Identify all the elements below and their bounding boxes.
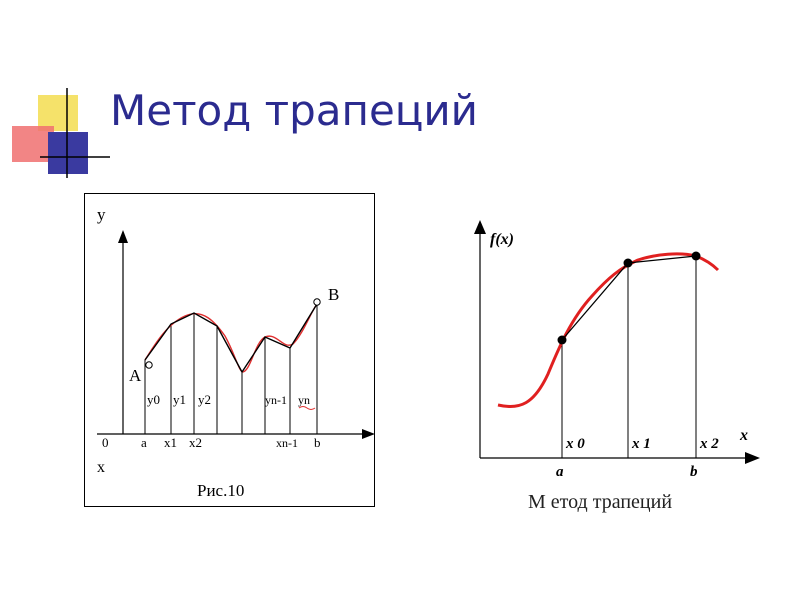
left-y-label-1: y1 xyxy=(173,392,186,407)
left-x-tick-xn1: xn-1 xyxy=(276,436,298,450)
left-figure: y x 0 A B y0 y1 y2 yn-1 yn a x1 x2 xn-1 … xyxy=(84,193,375,507)
left-point-a xyxy=(145,361,153,369)
left-point-b xyxy=(313,298,321,306)
decor-blue-square xyxy=(48,132,88,174)
right-x-arrow xyxy=(745,452,760,464)
left-x-arrow xyxy=(362,429,375,439)
right-y-arrow xyxy=(474,220,486,234)
decor-red-square xyxy=(12,126,54,162)
right-figure: f(x) x x 0 x 1 x 2 a b М етод трапеций xyxy=(470,208,770,523)
decor-yellow-square xyxy=(38,95,78,131)
right-label-a: a xyxy=(556,464,564,480)
title-decoration xyxy=(12,88,110,178)
slide-title: Метод трапеций xyxy=(110,86,478,135)
left-y-label-0: y0 xyxy=(147,392,160,407)
left-point-a-label: A xyxy=(129,366,142,385)
right-node-label-2: x 2 xyxy=(699,436,719,452)
left-x-tick-x2: x2 xyxy=(189,435,202,450)
right-node-1 xyxy=(623,258,633,268)
left-y-label-2: y2 xyxy=(198,392,211,407)
left-y-arrow xyxy=(118,230,128,243)
right-node-label-1: x 1 xyxy=(631,436,651,452)
right-curve xyxy=(497,252,720,409)
left-point-b-label: B xyxy=(328,285,339,304)
right-label-b: b xyxy=(690,464,698,480)
left-y-label-n1: yn-1 xyxy=(265,393,287,407)
right-caption: М етод трапеций xyxy=(528,491,672,513)
right-node-label-0: x 0 xyxy=(565,436,585,452)
right-node-0 xyxy=(557,335,567,345)
right-figure-svg: f(x) x x 0 x 1 x 2 a b М етод трапеций xyxy=(474,220,760,513)
right-chords xyxy=(561,255,697,341)
right-axis-y-label: f(x) xyxy=(490,231,514,248)
left-x-tick-a: a xyxy=(141,435,147,450)
left-caption: Рис.10 xyxy=(197,481,244,500)
left-x-tick-x1: x1 xyxy=(164,435,177,450)
right-axis-x-label: x xyxy=(739,427,748,444)
left-x-tick-b: b xyxy=(314,435,321,450)
left-figure-svg: y x 0 A B y0 y1 y2 yn-1 yn a x1 x2 xn-1 … xyxy=(97,205,375,500)
left-y-label-n: yn xyxy=(298,393,310,407)
left-axis-y-label: y xyxy=(97,205,106,224)
left-underline-squiggle xyxy=(298,406,316,410)
right-node-2 xyxy=(691,251,701,261)
left-axis-x-label: x xyxy=(97,459,105,476)
left-origin-label: 0 xyxy=(102,435,109,450)
left-polyline xyxy=(144,303,318,374)
